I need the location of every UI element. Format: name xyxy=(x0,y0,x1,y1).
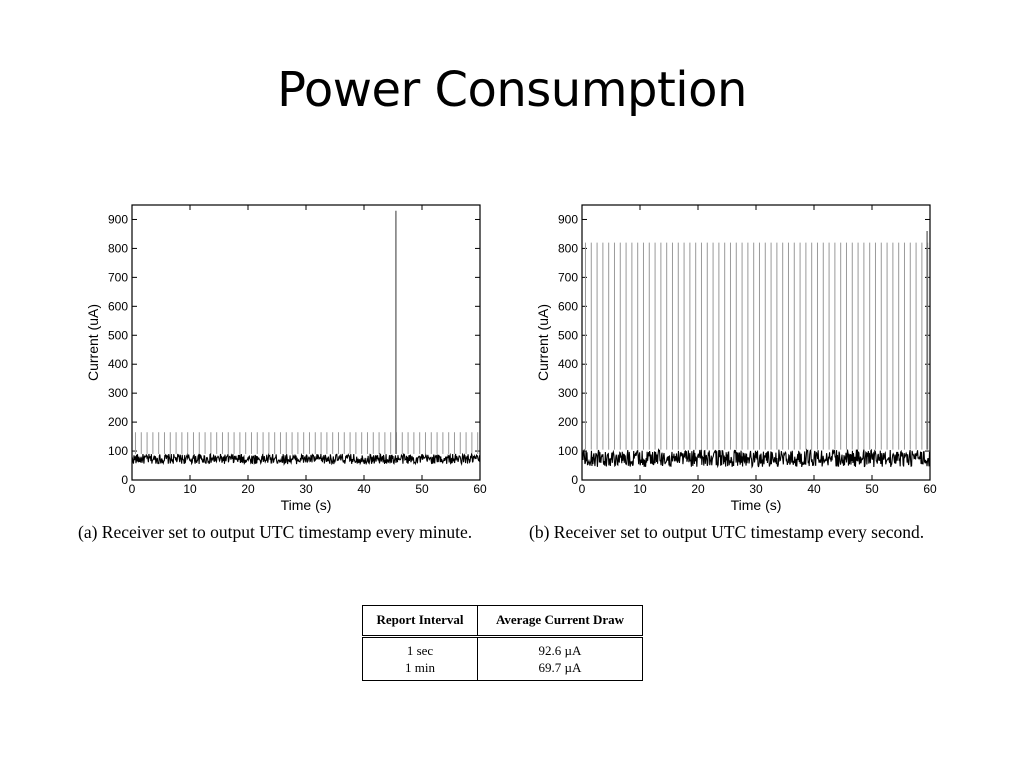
y-tick-label: 900 xyxy=(108,212,128,226)
y-tick-label: 200 xyxy=(558,415,578,429)
y-tick-label: 800 xyxy=(108,241,128,255)
plot-frame xyxy=(581,204,931,481)
x-tick-label: 20 xyxy=(241,482,255,496)
y-axis-title: Current (uA) xyxy=(85,304,101,381)
x-tick-label: 60 xyxy=(473,482,487,496)
y-tick-label: 200 xyxy=(108,415,128,429)
y-tick-label: 700 xyxy=(558,270,578,284)
x-tick-label: 10 xyxy=(633,482,647,496)
y-tick-label: 300 xyxy=(108,386,128,400)
y-axis-title: Current (uA) xyxy=(535,304,551,381)
y-tick-label: 800 xyxy=(558,241,578,255)
y-tick-label: 900 xyxy=(558,212,578,226)
y-tick-label: 500 xyxy=(108,328,128,342)
x-tick-label: 40 xyxy=(807,482,821,496)
y-tick-label: 600 xyxy=(558,299,578,313)
slide-title: Power Consumption xyxy=(277,62,747,118)
y-tick-label: 700 xyxy=(108,270,128,284)
table-row: 1 sec 92.6 µA xyxy=(362,636,643,659)
caption-chart-b: (b) Receiver set to output UTC timestamp… xyxy=(529,522,925,542)
x-tick-label: 0 xyxy=(579,482,586,496)
chart-receiver-every-second: 0 10 20 30 40 50 60010020030040050060070080090… xyxy=(535,204,937,513)
y-tick-label: 100 xyxy=(108,444,128,458)
y-tick-label: 0 xyxy=(571,473,578,487)
x-tick-label: 0 xyxy=(129,482,136,496)
y-tick-label: 0 xyxy=(121,473,128,487)
baseline-series xyxy=(131,452,481,467)
current-draw-table: Report Interval Average Current Draw 1 s… xyxy=(362,605,643,681)
x-tick-label: 40 xyxy=(357,482,371,496)
x-tick-label: 60 xyxy=(923,482,937,496)
y-tick-label: 600 xyxy=(108,299,128,313)
y-tick-label: 300 xyxy=(558,386,578,400)
x-tick-label: 50 xyxy=(415,482,429,496)
x-tick-label: 20 xyxy=(691,482,705,496)
y-tick-label: 500 xyxy=(558,328,578,342)
chart-receiver-every-minute: 0 10 20 30 40 50 60010020030040050060070080090… xyxy=(85,204,487,513)
baseline-series xyxy=(581,447,931,469)
y-tick-label: 400 xyxy=(558,357,578,371)
cell-interval: 1 sec xyxy=(362,636,478,659)
table-row: 1 min 69.7 µA xyxy=(362,659,643,681)
x-axis-title: Time (s) xyxy=(281,497,332,513)
plot-frame xyxy=(131,204,481,481)
header-average-current: Average Current Draw xyxy=(477,605,643,638)
x-tick-label: 10 xyxy=(183,482,197,496)
y-tick-label: 400 xyxy=(108,357,128,371)
y-tick-label: 100 xyxy=(558,444,578,458)
cell-interval: 1 min xyxy=(362,659,478,681)
x-axis-title: Time (s) xyxy=(731,497,782,513)
caption-chart-a: (a) Receiver set to output UTC timestamp… xyxy=(78,522,473,542)
table-header-row: Report Interval Average Current Draw xyxy=(362,605,643,638)
x-tick-label: 30 xyxy=(299,482,313,496)
cell-current: 69.7 µA xyxy=(538,660,582,675)
x-tick-label: 50 xyxy=(865,482,879,496)
header-report-interval: Report Interval xyxy=(362,605,478,638)
cell-current: 92.6 µA xyxy=(538,643,582,658)
x-tick-label: 30 xyxy=(749,482,763,496)
